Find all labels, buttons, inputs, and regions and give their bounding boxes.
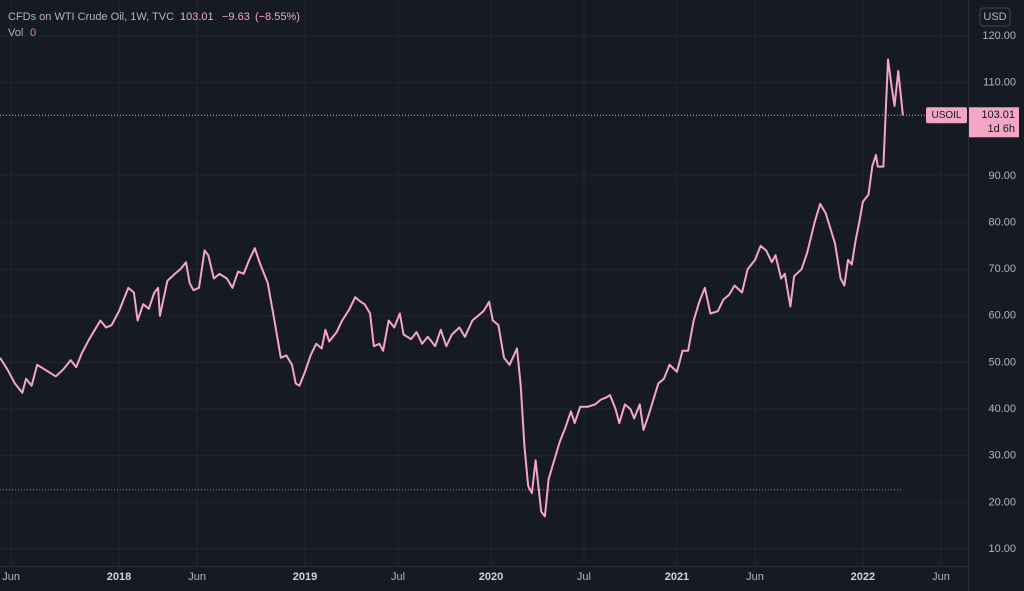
price-tag-countdown: 1d 6h	[987, 123, 1015, 135]
y-tick-label: 50.00	[988, 356, 1016, 368]
x-tick-label: Jun	[188, 571, 206, 583]
y-tick-label: 10.00	[988, 543, 1016, 555]
header-price: 103.01	[180, 11, 214, 23]
y-tick-label: 120.00	[982, 30, 1016, 42]
y-tick-label: 90.00	[988, 170, 1016, 182]
currency-button[interactable]	[979, 7, 1011, 27]
x-tick-label: 2018	[107, 571, 131, 583]
axes: 10.00 20.00 30.00 40.00 50.00 60.00 70.00 80.00…	[2, 30, 1019, 583]
x-tick-label: 2019	[293, 571, 317, 583]
header-change-pct: (−8.55%)	[255, 11, 300, 23]
x-tick-label: 2022	[851, 571, 875, 583]
symbol-tag-label: USOIL	[931, 110, 961, 121]
chart-title: CFDs on WTI Crude Oil, 1W, TVC	[8, 11, 174, 23]
y-tick-label: 110.00	[983, 77, 1016, 89]
price-tag	[969, 107, 1019, 138]
x-tick-label: Jun	[2, 571, 20, 583]
x-tick-label: Jul	[391, 571, 405, 583]
x-tick-label: Jul	[577, 571, 591, 583]
volume-label: Vol	[8, 27, 23, 39]
y-tick-label: 30.00	[988, 450, 1016, 462]
y-tick-label: 80.00	[988, 216, 1016, 228]
y-tick-label: 70.00	[988, 263, 1016, 275]
price-line-series	[0, 58, 904, 518]
y-tick-label: 40.00	[988, 403, 1016, 415]
symbol-tag	[926, 107, 967, 124]
plot	[0, 58, 968, 518]
x-tick-label: 2021	[665, 571, 689, 583]
volume-value: 0	[30, 27, 36, 39]
x-tick-label: Jun	[932, 571, 950, 583]
header-change: −9.63	[222, 11, 250, 23]
y-tick-label: 20.00	[988, 496, 1016, 508]
currency[interactable]: USD	[983, 11, 1006, 23]
price-tag-value: 103.01	[981, 109, 1015, 121]
x-tick-label: Jun	[746, 571, 764, 583]
x-tick-label: 2020	[479, 571, 503, 583]
y-tick-label: 60.00	[988, 310, 1016, 322]
grid	[0, 0, 968, 566]
